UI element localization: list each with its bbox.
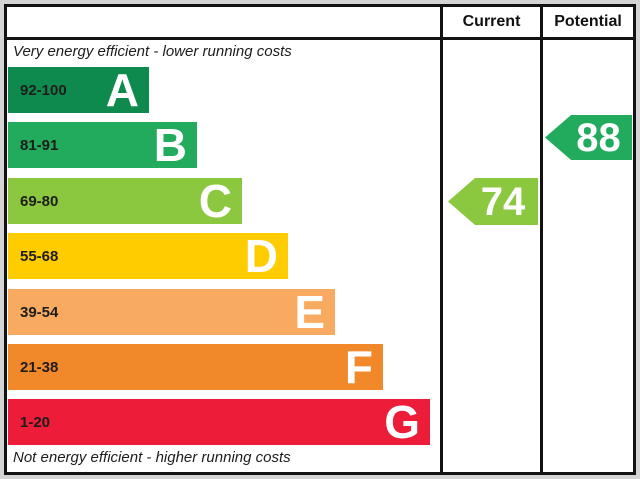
band-row-e: 39-54 E — [8, 289, 335, 335]
current-rating-arrow: 74 — [448, 178, 538, 225]
band-range: 1-20 — [20, 413, 51, 431]
potential-rating-arrow: 88 — [545, 115, 632, 160]
band-letter: F — [344, 341, 373, 393]
band-row-g: 1-20 G — [8, 399, 430, 445]
band-range: 92-100 — [20, 81, 67, 99]
band-row-d: 55-68 D — [8, 233, 288, 279]
band-range: 69-80 — [20, 192, 59, 210]
band-letter: D — [244, 230, 278, 282]
band-row-f: 21-38 F — [8, 344, 383, 390]
band-letter: B — [153, 119, 187, 171]
current-column-header: Current — [462, 13, 521, 30]
column-divider-right — [540, 7, 543, 472]
band-range: 21-38 — [20, 358, 59, 376]
top-caption: Very energy efficient - lower running co… — [13, 43, 292, 60]
header-row: Current Potential — [7, 7, 633, 40]
potential-column-header: Potential — [554, 13, 622, 30]
band-row-b: 81-91 B — [8, 122, 197, 168]
band-row-a: 92-100 A — [8, 67, 149, 113]
bottom-caption: Not energy efficient - higher running co… — [13, 449, 291, 466]
column-divider-left — [440, 7, 443, 472]
band-range: 55-68 — [20, 247, 59, 265]
band-letter: E — [294, 286, 325, 338]
band-letter: G — [384, 396, 420, 448]
energy-rating-chart: Current Potential Very energy efficient … — [4, 4, 636, 475]
potential-rating-value: 88 — [576, 115, 621, 160]
band-letter: C — [198, 175, 232, 227]
band-range: 39-54 — [20, 303, 59, 321]
band-letter: A — [105, 64, 139, 116]
current-rating-value: 74 — [480, 179, 526, 224]
band-range: 81-91 — [20, 136, 59, 154]
band-row-c: 69-80 C — [8, 178, 242, 224]
